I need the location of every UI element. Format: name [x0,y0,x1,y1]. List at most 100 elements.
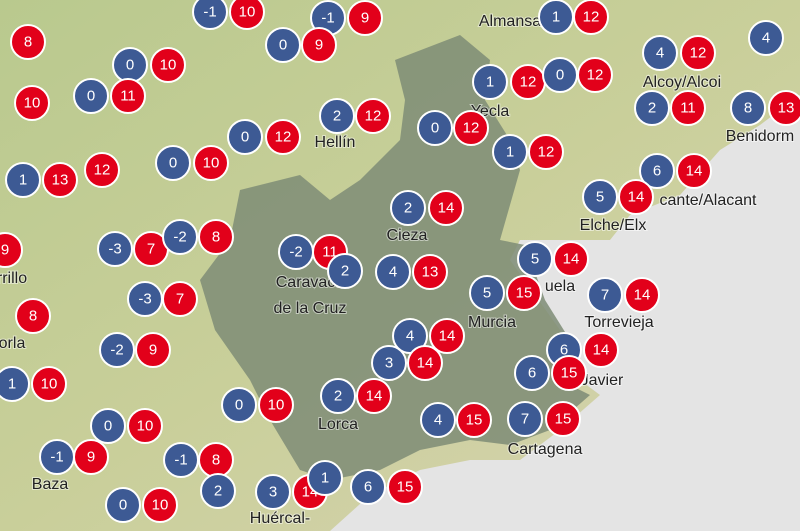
max-badge [31,366,67,402]
station: 15 6 [514,355,587,391]
min-temp: 1 [486,74,494,91]
min-temp: 3 [269,484,277,501]
min-badge [265,27,301,63]
place-label: cante/Alacant [660,192,758,209]
max-temp: 14 [439,328,456,345]
min-temp: -1 [174,452,187,469]
min-badge [227,119,263,155]
min-badge [730,90,766,126]
max-temp: 7 [147,241,155,258]
max-badge [768,90,800,126]
min-temp: 8 [744,100,752,117]
min-badge [221,387,257,423]
max-badge [356,378,392,414]
min-temp: 5 [531,251,539,268]
max-badge [429,318,465,354]
station: 10 0 [221,387,294,423]
place-label: Alcoy/Alcoi [643,74,721,91]
max-temp: 15 [466,412,483,429]
max-temp: 10 [160,57,177,74]
min-badge [587,277,623,313]
max-temp: 14 [628,189,645,206]
station: 4 [748,20,784,56]
max-temp: 10 [268,397,285,414]
station: 9 -2 [99,332,171,368]
min-badge [582,179,618,215]
station: 12 4 [642,35,716,71]
station: 12 0 [417,110,489,146]
max-temp: 12 [365,108,382,125]
min-badge [514,355,550,391]
max-badge [135,332,171,368]
min-badge [90,408,126,444]
max-temp: 10 [239,4,256,21]
max-temp: 8 [212,452,220,469]
min-badge [163,442,199,478]
station: 9 [0,232,23,268]
min-badge [5,162,41,198]
place-labels: AlmansaAlcoy/AlcoiBenidormYeclaHellínCie… [0,12,795,528]
place-label: Elche/Elx [580,217,647,234]
station: 8 -2 [162,219,234,255]
min-badge [162,219,198,255]
sea [330,95,800,531]
station: 10 0 [112,47,186,83]
min-badge [255,474,291,510]
station: 8 [15,298,51,334]
min-temp: 5 [483,285,491,302]
max-temp: 14 [686,163,703,180]
min-temp: 2 [341,263,349,280]
max-temp: 15 [397,479,414,496]
station: 7 -3 [97,231,169,267]
max-temp: 8 [212,229,220,246]
place-label: orla [0,335,25,352]
min-badge [319,98,355,134]
min-temp: 2 [404,200,412,217]
station: 10 0 [155,145,229,181]
station: 7 -3 [127,281,198,317]
min-badge [307,460,343,496]
max-temp: 12 [587,67,604,84]
min-temp: -2 [289,244,302,261]
min-temp: 1 [552,9,560,26]
max-badge [15,298,51,334]
min-temp: 0 [126,57,134,74]
max-temp: 14 [417,355,434,372]
station: 8 -1 [163,442,234,478]
max-temp: 7 [176,291,184,308]
max-badge [265,119,301,155]
min-temp: 6 [364,479,372,496]
place-label: Hellín [315,134,356,151]
place-label: Torrevieja [584,314,653,331]
max-badge [110,78,146,114]
min-badge [517,241,553,277]
station: 14 5 [582,179,654,215]
min-temp: -1 [321,10,334,27]
station: 1 [307,460,343,496]
max-temp: 13 [778,100,795,117]
max-temp: 10 [24,95,41,112]
max-temp: 9 [149,342,157,359]
max-badge [258,387,294,423]
min-badge [39,439,75,475]
place-label: de la Cruz [274,300,347,317]
min-temp: 4 [762,30,770,47]
min-temp: 5 [596,189,604,206]
min-temp: 6 [653,163,661,180]
min-badge [278,234,314,270]
min-badge [634,90,670,126]
place-label: Baza [32,476,69,493]
place-label: Caravaca [276,274,345,291]
place-label: Cartagena [508,441,583,458]
max-temp: 15 [555,411,572,428]
min-temp: -1 [50,449,63,466]
station: 10 -1 [192,0,265,30]
station: 90 [265,27,337,63]
max-badge [0,232,23,268]
min-temp: 0 [279,37,287,54]
max-badge [428,190,464,226]
station: 14 4 [392,318,465,354]
max-temp: 12 [583,9,600,26]
station: 15 7 [507,401,581,437]
